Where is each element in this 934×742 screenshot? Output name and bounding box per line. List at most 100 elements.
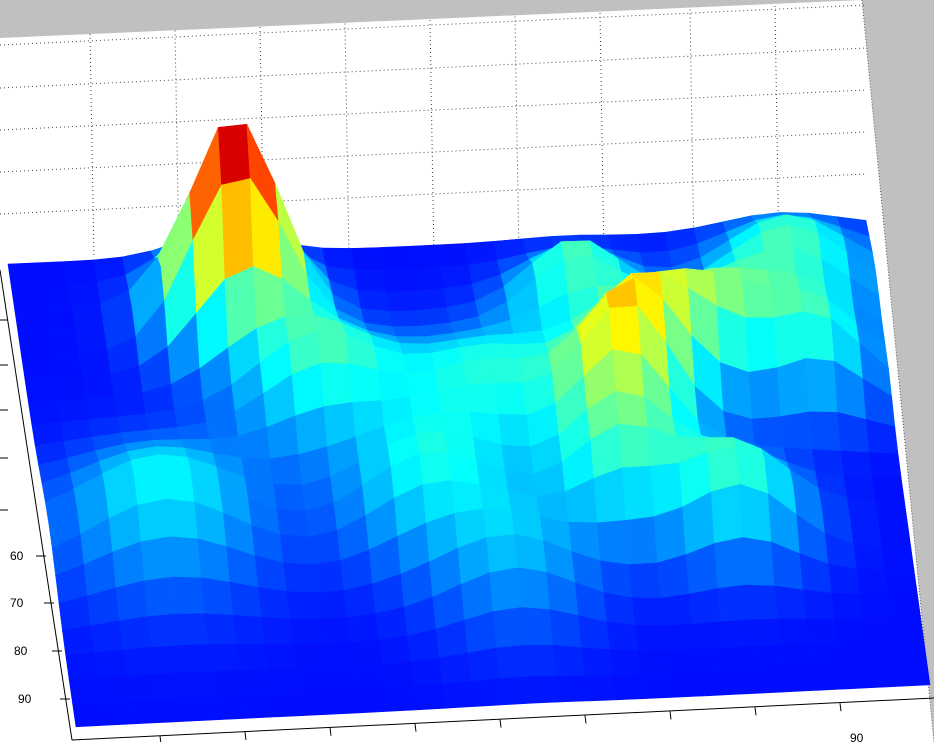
- surface-face: [53, 376, 86, 402]
- surface-face: [271, 691, 305, 718]
- surface-face: [211, 670, 244, 697]
- surface-face: [603, 592, 636, 626]
- surface-face: [878, 523, 912, 548]
- surface-face: [229, 581, 263, 618]
- surface-face: [21, 354, 54, 380]
- surface-face: [812, 665, 845, 691]
- surface-face: [162, 470, 196, 503]
- surface-face: [353, 664, 387, 690]
- right-axis-edge: [861, 0, 934, 742]
- surface-face: [834, 618, 867, 644]
- surface-face: [414, 288, 448, 311]
- surface-face: [698, 671, 732, 697]
- surface-face: [869, 662, 902, 688]
- x-tick: [329, 727, 332, 736]
- surface-face: [115, 580, 149, 622]
- surface-face: [68, 677, 102, 704]
- y-tick-label: 60: [10, 549, 24, 563]
- surface-face: [560, 240, 594, 259]
- surface-face: [752, 644, 785, 671]
- gridline-horizontal: [0, 89, 867, 131]
- surface-face: [596, 520, 630, 566]
- surface-face: [486, 534, 519, 574]
- surface-face: [618, 423, 652, 469]
- surface-face: [276, 508, 310, 538]
- surface-face: [90, 620, 124, 654]
- surface-face: [46, 330, 80, 356]
- surface-face: [466, 382, 499, 415]
- surface-face: [764, 248, 797, 275]
- surface-face: [343, 583, 377, 618]
- gridline-horizontal: [0, 131, 867, 173]
- surface-face: [346, 613, 380, 643]
- surface-face: [491, 358, 525, 384]
- surface-face: [72, 701, 105, 728]
- surface-face: [233, 614, 266, 646]
- surface-face: [498, 414, 531, 448]
- surface-face: [14, 308, 48, 334]
- surface-face: [723, 646, 757, 672]
- surface-face: [75, 325, 108, 354]
- surface-face: [863, 616, 896, 642]
- surface-face: [165, 498, 199, 540]
- surface-face: [97, 675, 130, 703]
- surface-face: [774, 585, 807, 620]
- surface-face: [186, 695, 219, 722]
- surface-face: [688, 588, 722, 625]
- surface-face: [484, 333, 518, 345]
- gridline-vertical: [689, 9, 695, 259]
- x-tick: [839, 703, 842, 712]
- surface-face: [236, 644, 269, 671]
- surface-face: [622, 465, 655, 521]
- gridline-horizontal: [0, 47, 867, 89]
- surface-face: [663, 623, 697, 651]
- surface-face: [279, 534, 313, 566]
- surface-face: [293, 643, 326, 670]
- gridline-horizontal: [0, 173, 867, 215]
- surface-face: [463, 358, 496, 386]
- surface-face: [129, 698, 162, 725]
- surface-face: [356, 687, 390, 714]
- surface-face: [378, 635, 412, 665]
- x-tick: [159, 735, 162, 742]
- surface-face: [179, 644, 212, 674]
- surface-face: [612, 349, 645, 398]
- surface-face: [524, 644, 557, 678]
- surface-face: [39, 284, 73, 310]
- x-tick: [754, 707, 757, 716]
- surface-face: [172, 576, 206, 615]
- surface-face: [609, 305, 642, 355]
- surface-face: [62, 625, 95, 657]
- surface-face: [119, 616, 152, 651]
- surface-face: [499, 676, 532, 706]
- surface-face: [311, 560, 345, 594]
- surface-face: [856, 569, 890, 595]
- surface-face: [117, 413, 150, 434]
- surface-face: [494, 382, 528, 416]
- surface-face: [840, 450, 874, 479]
- surface-face: [805, 358, 839, 413]
- surface-face: [214, 694, 248, 721]
- surface-face: [81, 373, 115, 400]
- surface-face: [606, 621, 640, 652]
- surface-face: [717, 584, 750, 623]
- surface-face: [7, 262, 41, 288]
- surface-face: [157, 697, 191, 723]
- surface-face: [415, 431, 449, 455]
- surface-face: [885, 569, 918, 595]
- surface-face: [514, 534, 548, 573]
- surface-face: [78, 349, 112, 377]
- y-axis-line: [0, 269, 73, 741]
- surface-face: [470, 678, 504, 707]
- surface-face: [300, 690, 333, 716]
- surface-face: [584, 675, 618, 702]
- surface-face: [489, 567, 522, 613]
- surface-face: [581, 647, 614, 677]
- surface-face: [125, 674, 159, 701]
- surface-face: [64, 259, 98, 285]
- surface-face: [692, 621, 725, 650]
- surface-face: [268, 668, 301, 694]
- surface-face: [182, 671, 216, 698]
- surface-face: [154, 672, 187, 700]
